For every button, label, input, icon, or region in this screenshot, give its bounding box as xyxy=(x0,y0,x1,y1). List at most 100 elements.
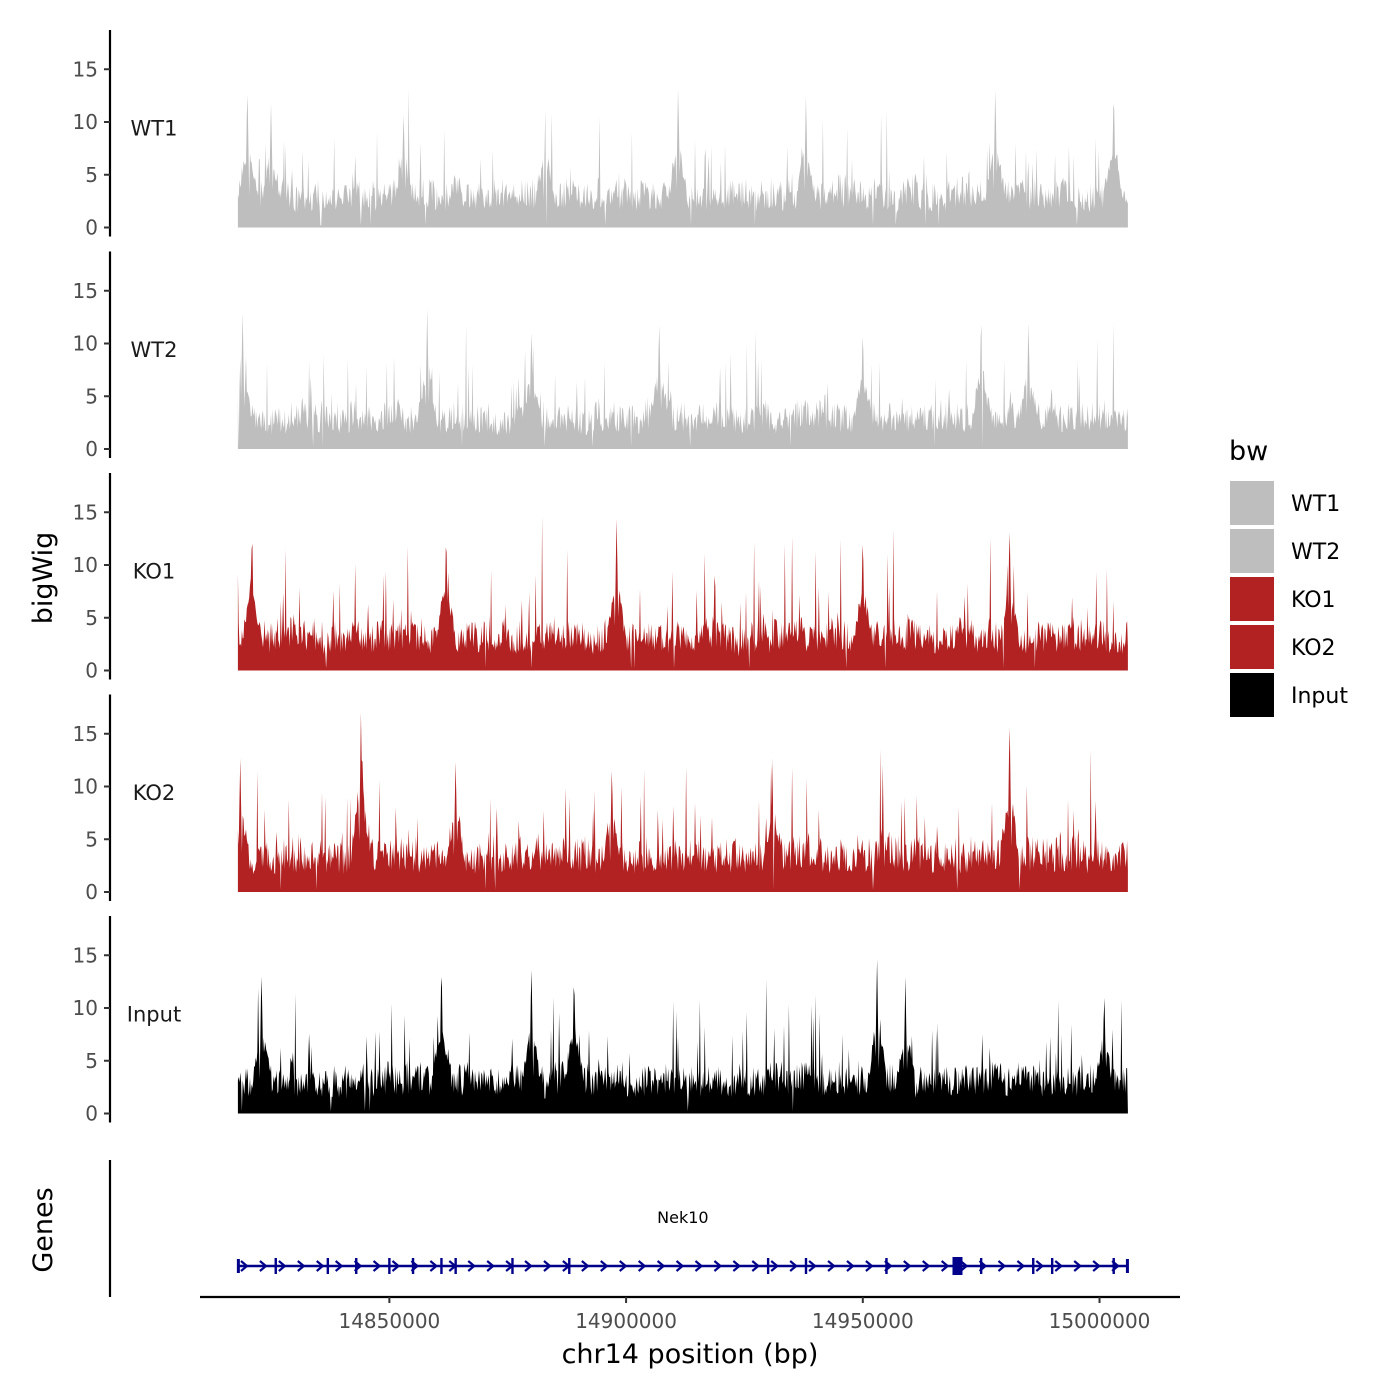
x-tick-label: 14850000 xyxy=(338,1309,440,1333)
y-tick-label: 0 xyxy=(85,437,98,461)
legend-title: bw xyxy=(1229,436,1268,467)
coverage-area-ko1 xyxy=(237,516,1128,671)
strand-arrow xyxy=(259,1260,268,1272)
strand-arrow xyxy=(922,1260,931,1272)
gene-exon xyxy=(952,1257,963,1275)
legend: bw WT1 WT2 KO1 KO2 Input xyxy=(1229,436,1348,717)
gene-exon xyxy=(274,1258,277,1274)
y-tick-label: 15 xyxy=(73,722,98,746)
y-tick-label: 10 xyxy=(73,110,98,134)
strand-arrow xyxy=(297,1260,306,1272)
strand-arrow xyxy=(486,1260,495,1272)
track-ko2: 0 5 10 15 KO2 xyxy=(73,694,1128,904)
strand-arrow xyxy=(1054,1260,1063,1272)
gene-name-label: Nek10 xyxy=(657,1208,708,1227)
coverage-area-wt1 xyxy=(237,88,1128,228)
gene-track: Nek10 xyxy=(108,1160,1129,1297)
gene-exon xyxy=(766,1258,770,1274)
y-tick-label: 10 xyxy=(73,996,98,1020)
legend-label-ko1: KO1 xyxy=(1291,588,1336,613)
y-tick-label: 5 xyxy=(85,1049,98,1073)
legend-key-wt1 xyxy=(1230,481,1274,525)
gene-exon xyxy=(979,1258,983,1274)
gene-exon xyxy=(511,1258,514,1274)
y-axis-title: bigWig xyxy=(28,532,59,625)
y-tick-label: 15 xyxy=(73,943,98,967)
strand-arrow xyxy=(316,1260,325,1272)
gene-exon xyxy=(388,1258,391,1274)
y-tick-label: 5 xyxy=(85,163,98,187)
genes-axis-title: Genes xyxy=(28,1187,59,1272)
gene-exon xyxy=(1032,1258,1035,1274)
gene-exon xyxy=(326,1258,330,1274)
strand-arrow xyxy=(1073,1260,1082,1272)
gene-exon xyxy=(440,1258,443,1274)
coverage-tracks: 0 5 10 15 WT1 0 5 10 15 WT2 0 5 10 15 KO1 0 5 10 15 KO2 0 5 10… xyxy=(73,30,1128,1126)
strand-arrow xyxy=(637,1260,647,1272)
strand-arrow xyxy=(732,1260,742,1272)
legend-key-input xyxy=(1230,673,1274,717)
gene-exon xyxy=(885,1258,888,1274)
y-tick-label: 10 xyxy=(73,553,98,577)
strand-arrow xyxy=(808,1260,817,1272)
strand-arrow xyxy=(713,1260,723,1272)
x-tick-label: 15000000 xyxy=(1049,1309,1151,1333)
legend-label-wt2: WT2 xyxy=(1291,540,1340,565)
gene-exon xyxy=(1050,1258,1054,1274)
x-axis: 14850000 14900000 14950000 15000000 xyxy=(200,1295,1180,1333)
y-tick-label: 5 xyxy=(85,827,98,851)
gene-exon xyxy=(411,1258,415,1274)
y-tick-label: 15 xyxy=(73,57,98,81)
strand-arrow xyxy=(1092,1260,1101,1272)
strand-arrow xyxy=(372,1260,382,1272)
y-tick-label: 0 xyxy=(85,1102,98,1126)
strand-arrow xyxy=(959,1260,969,1272)
strand-arrow xyxy=(391,1260,401,1272)
strand-arrow xyxy=(827,1260,836,1272)
track-label: Input xyxy=(127,1003,181,1027)
legend-label-wt1: WT1 xyxy=(1291,492,1340,517)
y-tick-label: 10 xyxy=(73,332,98,356)
gene-exon xyxy=(568,1258,571,1274)
track-label: KO2 xyxy=(133,781,176,805)
y-tick-label: 0 xyxy=(85,659,98,683)
track-label: KO1 xyxy=(133,560,176,584)
strand-arrow xyxy=(656,1260,666,1272)
strand-arrow xyxy=(581,1260,590,1272)
y-tick-label: 0 xyxy=(85,880,98,904)
strand-arrow xyxy=(240,1260,249,1272)
y-tick-label: 5 xyxy=(85,384,98,408)
gene-exon xyxy=(1112,1258,1115,1274)
gene-exon xyxy=(804,1258,808,1274)
coverage-area-input xyxy=(237,959,1128,1114)
strand-arrow xyxy=(524,1260,533,1272)
legend-key-wt2 xyxy=(1230,529,1274,573)
strand-arrow xyxy=(334,1260,344,1272)
y-tick-label: 5 xyxy=(85,606,98,630)
strand-arrow xyxy=(789,1260,798,1272)
legend-label-ko2: KO2 xyxy=(1291,636,1336,661)
strand-arrow xyxy=(619,1260,628,1272)
legend-key-ko1 xyxy=(1230,577,1274,621)
strand-arrow xyxy=(903,1260,912,1272)
gene-exon xyxy=(1125,1259,1129,1273)
track-label: WT1 xyxy=(131,117,178,141)
strand-arrow xyxy=(1035,1260,1045,1272)
strand-arrow xyxy=(770,1260,779,1272)
strand-arrow xyxy=(278,1260,287,1272)
track-wt2: 0 5 10 15 WT2 xyxy=(73,251,1128,461)
strand-arrow xyxy=(940,1260,950,1272)
gene-exon xyxy=(236,1259,240,1273)
coverage-area-wt2 xyxy=(237,308,1128,449)
gene-exon xyxy=(355,1258,358,1274)
track-label: WT2 xyxy=(131,338,178,362)
legend-label-input: Input xyxy=(1291,684,1348,709)
strand-arrow xyxy=(997,1260,1007,1272)
track-input: 0 5 10 15 Input xyxy=(73,916,1128,1126)
gene-exon xyxy=(454,1258,457,1274)
coverage-area-ko2 xyxy=(237,712,1128,892)
strand-arrow xyxy=(846,1260,855,1272)
track-ko1: 0 5 10 15 KO1 xyxy=(73,473,1128,683)
strand-arrow xyxy=(865,1260,874,1272)
